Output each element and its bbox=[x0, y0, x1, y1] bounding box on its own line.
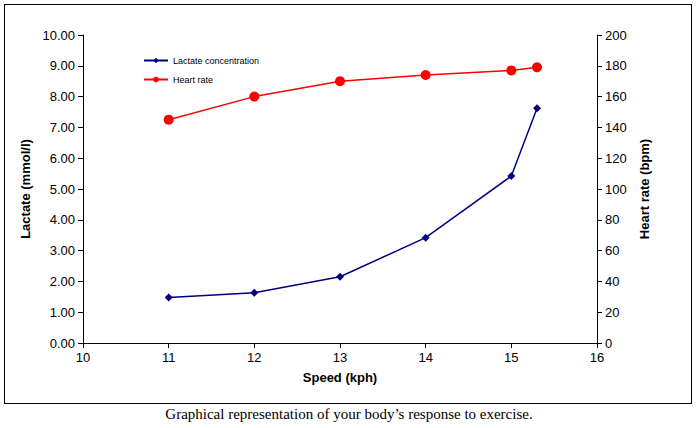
svg-text:12: 12 bbox=[247, 350, 261, 365]
svg-text:15: 15 bbox=[504, 350, 518, 365]
svg-text:180: 180 bbox=[605, 58, 627, 73]
svg-text:3.00: 3.00 bbox=[50, 243, 75, 258]
svg-text:80: 80 bbox=[605, 212, 619, 227]
svg-text:0.00: 0.00 bbox=[50, 336, 75, 351]
svg-text:100: 100 bbox=[605, 182, 627, 197]
svg-text:Lactate concentration: Lactate concentration bbox=[173, 56, 259, 66]
svg-text:Heart rate (bpm): Heart rate (bpm) bbox=[637, 139, 652, 239]
svg-text:14: 14 bbox=[418, 350, 432, 365]
svg-text:Graphical representation of yo: Graphical representation of your body’s … bbox=[165, 406, 532, 422]
svg-text:2.00: 2.00 bbox=[50, 274, 75, 289]
svg-text:4.00: 4.00 bbox=[50, 212, 75, 227]
svg-text:5.00: 5.00 bbox=[50, 182, 75, 197]
svg-text:9.00: 9.00 bbox=[50, 58, 75, 73]
svg-text:Speed (kph): Speed (kph) bbox=[303, 370, 377, 385]
svg-text:16: 16 bbox=[590, 350, 604, 365]
svg-text:11: 11 bbox=[162, 350, 176, 365]
svg-text:13: 13 bbox=[333, 350, 347, 365]
svg-text:7.00: 7.00 bbox=[50, 120, 75, 135]
svg-text:1.00: 1.00 bbox=[50, 305, 75, 320]
svg-text:40: 40 bbox=[605, 274, 619, 289]
svg-text:160: 160 bbox=[605, 89, 627, 104]
svg-text:140: 140 bbox=[605, 120, 627, 135]
svg-text:200: 200 bbox=[605, 28, 627, 43]
svg-text:8.00: 8.00 bbox=[50, 89, 75, 104]
svg-text:0: 0 bbox=[605, 336, 612, 351]
svg-text:Lactate (mmol/l): Lactate (mmol/l) bbox=[18, 139, 33, 239]
svg-text:10: 10 bbox=[76, 350, 90, 365]
svg-text:Heart rate: Heart rate bbox=[173, 75, 213, 85]
svg-text:10.00: 10.00 bbox=[42, 28, 75, 43]
svg-text:120: 120 bbox=[605, 151, 627, 166]
svg-text:20: 20 bbox=[605, 305, 619, 320]
svg-text:6.00: 6.00 bbox=[50, 151, 75, 166]
svg-text:60: 60 bbox=[605, 243, 619, 258]
